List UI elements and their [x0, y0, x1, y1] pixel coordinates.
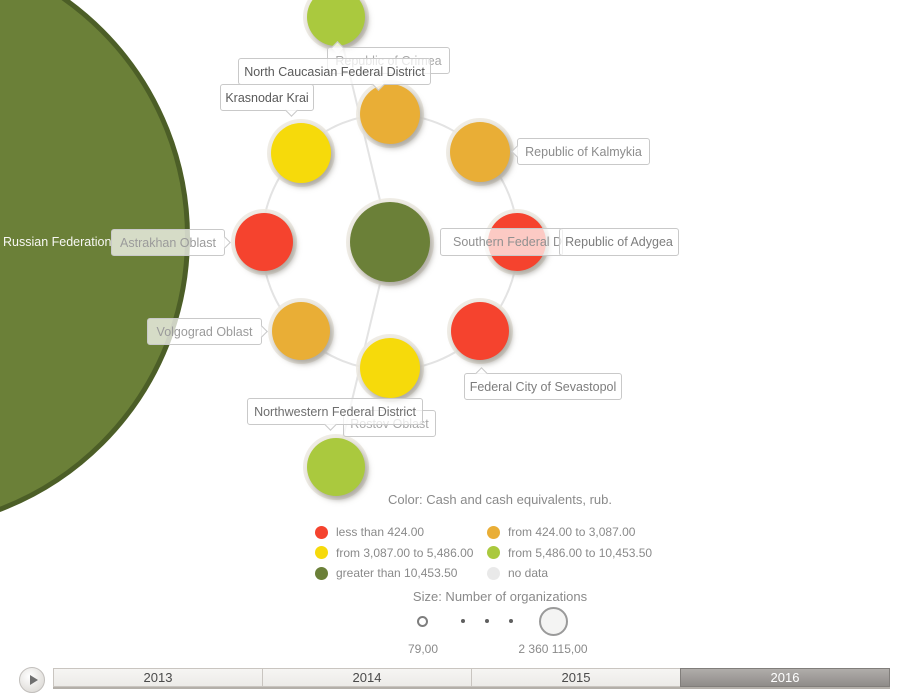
label-southern-federal-district: Southern Federal District [440, 228, 563, 256]
color-legend: less than 424.00 from 424.00 to 3,087.00 f… [315, 522, 685, 584]
bubble-federal-city-of-sevastopol[interactable] [451, 302, 509, 360]
timeline-year-2014[interactable]: 2014 [262, 668, 472, 687]
timeline-year-2016[interactable]: 2016 [680, 668, 890, 687]
size-max-circle-glyph [539, 607, 568, 636]
label-text: Astrakhan Oblast [120, 235, 216, 250]
size-max-label: 2 360 115,00 [518, 642, 588, 656]
bubble-republic-of-kalmykia[interactable] [450, 122, 510, 182]
timeline-year-2015[interactable]: 2015 [471, 668, 681, 687]
size-legend-title: Size: Number of organizations [412, 589, 588, 604]
label-krasnodar-krai: Krasnodar Krai [220, 84, 314, 117]
size-min-circle-glyph [417, 616, 428, 627]
label-text: Southern Federal District [453, 235, 562, 249]
label-text: Federal City of Sevastopol [469, 379, 617, 394]
size-dot-glyph [485, 619, 489, 623]
legend-label: less than 424.00 [336, 525, 425, 540]
legend-label: greater than 10,453.50 [336, 566, 458, 581]
legend-swatch [315, 525, 328, 539]
play-button[interactable] [19, 667, 45, 693]
label-text: Republic of Kalmykia [525, 144, 642, 159]
legend-item: no data [487, 563, 685, 584]
label-text: Krasnodar Krai [225, 90, 309, 105]
legend-label: from 424.00 to 3,087.00 [508, 525, 636, 540]
label-republic-of-kalmykia: Republic of Kalmykia [511, 138, 650, 165]
bubble-volgograd-oblast[interactable] [272, 302, 330, 360]
legend-swatch [315, 546, 328, 560]
bubble-krasnodar-krai[interactable] [271, 123, 331, 183]
legend-item: from 5,486.00 to 10,453.50 [487, 543, 685, 564]
color-legend-title: Color: Cash and cash equivalents, rub. [387, 492, 612, 507]
legend-swatch [487, 566, 500, 580]
legend-label: from 5,486.00 to 10,453.50 [508, 545, 653, 560]
bubble-north-caucasian-federal-district[interactable] [360, 84, 420, 144]
label-north-caucasian-federal-district: North Caucasian Federal District [238, 58, 431, 91]
play-icon [29, 675, 38, 685]
bubble-republic-of-crimea[interactable] [307, 0, 365, 46]
bubble-southern-federal-district[interactable] [350, 202, 430, 282]
label-russian-federation: Russian Federation [3, 235, 112, 249]
legend-swatch [487, 525, 500, 539]
label-text: Volgograd Oblast [156, 324, 253, 339]
size-dot-glyph [509, 619, 513, 623]
legend-item: less than 424.00 [315, 522, 487, 543]
legend-item: from 424.00 to 3,087.00 [487, 522, 685, 543]
timeline-year-2013[interactable]: 2013 [53, 668, 263, 687]
label-astrakhan-oblast: Astrakhan Oblast [111, 229, 231, 256]
size-min-label: 79,00 [407, 642, 439, 656]
legend-swatch [487, 546, 500, 560]
legend-label: from 3,087.00 to 5,486.00 [336, 545, 474, 560]
callout-tail [441, 235, 447, 248]
label-federal-city-of-sevastopol: Federal City of Sevastopol [464, 367, 622, 400]
label-republic-of-adygea: Republic of Adygea [559, 228, 679, 256]
timeline-track[interactable]: 2013 2014 2015 2016 [53, 668, 890, 689]
legend-swatch [315, 566, 328, 580]
label-volgograd-oblast: Volgograd Oblast [147, 318, 268, 345]
legend-label: no data [508, 566, 549, 581]
bubble-rostov-oblast[interactable] [360, 338, 420, 398]
legend-item: greater than 10,453.50 [315, 563, 487, 584]
label-text: Republic of Adygea [565, 235, 673, 249]
legend-item: from 3,087.00 to 5,486.00 [315, 543, 487, 564]
bubble-northwestern-federal-district[interactable] [307, 438, 365, 496]
size-dot-glyph [461, 619, 465, 623]
label-text: Northwestern Federal District [254, 404, 416, 419]
bubble-astrakhan-oblast[interactable] [235, 213, 293, 271]
label-text: North Caucasian Federal District [244, 64, 425, 79]
label-northwestern-federal-district: Northwestern Federal District [247, 398, 423, 431]
